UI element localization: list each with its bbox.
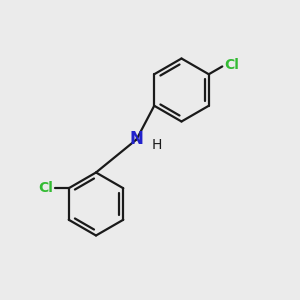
Text: Cl: Cl	[225, 58, 240, 72]
Text: N: N	[130, 130, 143, 148]
Text: H: H	[152, 138, 163, 152]
Text: Cl: Cl	[38, 181, 53, 195]
